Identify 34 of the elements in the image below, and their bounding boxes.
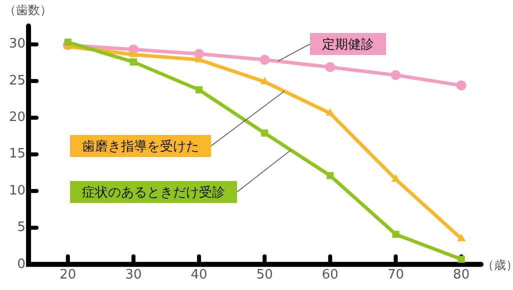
x-tick-label: 80 — [453, 268, 470, 283]
point — [392, 230, 400, 238]
x-tick-label: 20 — [60, 268, 76, 283]
y-tick-label: 30 — [8, 36, 26, 52]
x-tick-label: 60 — [322, 268, 338, 283]
point — [129, 50, 138, 58]
point — [391, 174, 400, 182]
point — [196, 86, 203, 94]
y-tick-label: 10 — [8, 183, 26, 198]
point — [261, 130, 268, 137]
y-tick-label: 0 — [17, 256, 26, 272]
x-tick-label: 50 — [256, 268, 273, 283]
x-tick-label: 30 — [125, 268, 142, 283]
x-tick-label: 70 — [387, 268, 404, 283]
point — [390, 70, 401, 80]
x-tick-label: 40 — [190, 268, 208, 283]
y-axis-title: （歯数） — [4, 2, 52, 19]
point — [260, 54, 270, 65]
series-label: 定期健診 — [322, 37, 374, 52]
point — [64, 38, 72, 46]
text: 症状のあるときだけ受診 — [82, 185, 225, 200]
y-tick-label: 20 — [8, 110, 26, 126]
text: 歯磨き指導を受けた — [82, 139, 199, 154]
point — [457, 234, 466, 242]
point — [456, 80, 466, 90]
point — [326, 108, 335, 116]
point — [325, 62, 336, 72]
y-tick-label: 5 — [17, 220, 26, 236]
x-axis-title: （歳） — [482, 257, 513, 274]
y-tick-label: 15 — [8, 146, 26, 162]
point — [326, 172, 334, 180]
point — [458, 256, 465, 263]
y-tick-label: 25 — [8, 73, 26, 88]
point — [130, 58, 137, 66]
